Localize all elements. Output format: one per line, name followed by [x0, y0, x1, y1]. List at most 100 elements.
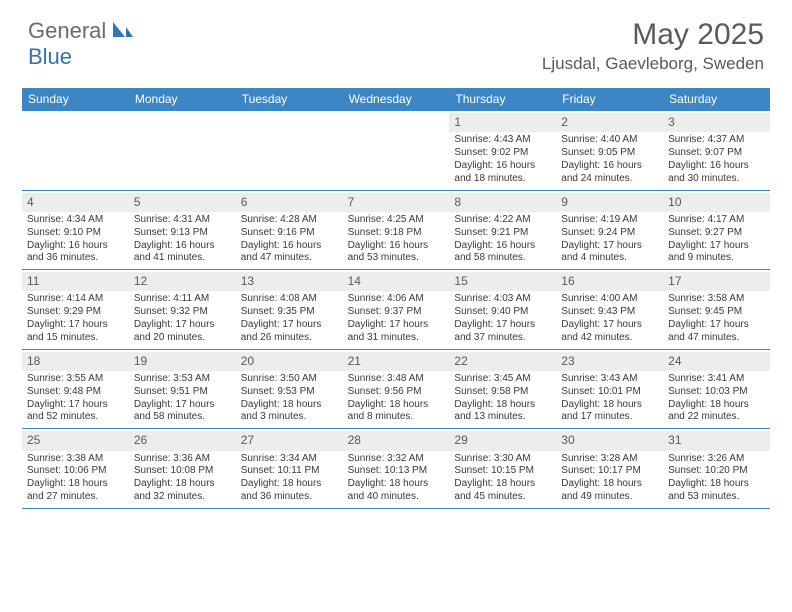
- day-cell: 17Sunrise: 3:58 AMSunset: 9:45 PMDayligh…: [663, 270, 770, 349]
- day-number: 31: [663, 431, 770, 450]
- day-cell: 29 Sunrise: 3:30 AMSunset: 10:15 PMDaylig…: [449, 429, 556, 508]
- daylight-text: Daylight: 16 hours and 41 minutes.: [134, 240, 232, 266]
- day-number: 6: [236, 193, 343, 212]
- daylight-text: Daylight: 18 hours and 3 minutes.: [241, 399, 339, 425]
- sunset-text: Sunset: 9:27 PM: [668, 227, 766, 240]
- day-cell: 25Sunrise: 3:38 AMSunset: 10:06 PMDaylig…: [22, 429, 129, 508]
- sunset-text: Sunset: 9:48 PM: [27, 386, 125, 399]
- day-number: 7: [343, 193, 450, 212]
- day-number: 29: [449, 431, 556, 450]
- sunrise-text: Sunrise: 3:50 AM: [241, 373, 339, 386]
- weeks-grid: 1Sunrise: 4:43 AMSunset: 9:02 PMDaylight…: [22, 111, 770, 509]
- day-cell: [343, 111, 450, 190]
- sunset-text: Sunset: 10:17 PM: [561, 465, 659, 478]
- day-cell: 4Sunrise: 4:34 AMSunset: 9:10 PMDaylight…: [22, 191, 129, 270]
- week-row: 4Sunrise: 4:34 AMSunset: 9:10 PMDaylight…: [22, 191, 770, 271]
- weekday-label: Tuesday: [236, 88, 343, 111]
- sunset-text: Sunset: 10:15 PM: [454, 465, 552, 478]
- sunset-text: Sunset: 9:43 PM: [561, 306, 659, 319]
- day-number: 10: [663, 193, 770, 212]
- day-number: 4: [22, 193, 129, 212]
- day-number: 23: [556, 352, 663, 371]
- daylight-text: Daylight: 18 hours and 53 minutes.: [668, 478, 766, 504]
- day-number: 2: [556, 113, 663, 132]
- day-number: 5: [129, 193, 236, 212]
- day-cell: 24Sunrise: 3:41 AMSunset: 10:03 PMDaylig…: [663, 350, 770, 429]
- weekday-label: Sunday: [22, 88, 129, 111]
- day-cell: 1Sunrise: 4:43 AMSunset: 9:02 PMDaylight…: [449, 111, 556, 190]
- day-number: 8: [449, 193, 556, 212]
- sunrise-text: Sunrise: 4:34 AM: [27, 214, 125, 227]
- sunset-text: Sunset: 9:07 PM: [668, 147, 766, 160]
- day-cell: 10Sunrise: 4:17 AMSunset: 9:27 PMDayligh…: [663, 191, 770, 270]
- sunrise-text: Sunrise: 4:19 AM: [561, 214, 659, 227]
- sunset-text: Sunset: 10:20 PM: [668, 465, 766, 478]
- sunrise-text: Sunrise: 3:48 AM: [348, 373, 446, 386]
- day-number: 26: [129, 431, 236, 450]
- day-cell: 8Sunrise: 4:22 AMSunset: 9:21 PMDaylight…: [449, 191, 556, 270]
- brand-logo: General: [28, 18, 138, 44]
- sunrise-text: Sunrise: 4:25 AM: [348, 214, 446, 227]
- sunrise-text: Sunrise: 4:22 AM: [454, 214, 552, 227]
- brand-part2: Blue: [28, 44, 72, 70]
- daylight-text: Daylight: 17 hours and 15 minutes.: [27, 319, 125, 345]
- daylight-text: Daylight: 17 hours and 20 minutes.: [134, 319, 232, 345]
- sunset-text: Sunset: 9:29 PM: [27, 306, 125, 319]
- daylight-text: Daylight: 18 hours and 32 minutes.: [134, 478, 232, 504]
- day-cell: 11Sunrise: 4:14 AMSunset: 9:29 PMDayligh…: [22, 270, 129, 349]
- daylight-text: Daylight: 17 hours and 37 minutes.: [454, 319, 552, 345]
- day-number: 15: [449, 272, 556, 291]
- day-cell: 18 Sunrise: 3:55 AMSunset: 9:48 PMDayligh…: [22, 350, 129, 429]
- month-title: May 2025: [542, 18, 764, 52]
- week-row: 18Sunrise: 3:55 AMSunset: 9:48 PMDayligh…: [22, 350, 770, 430]
- daylight-text: Daylight: 18 hours and 13 minutes.: [454, 399, 552, 425]
- day-number: 17: [663, 272, 770, 291]
- sunrise-text: Sunrise: 4:14 AM: [27, 293, 125, 306]
- sunrise-text: Sunrise: 3:30 AM: [454, 453, 552, 466]
- daylight-text: Daylight: 18 hours and 8 minutes.: [348, 399, 446, 425]
- daylight-text: Daylight: 17 hours and 26 minutes.: [241, 319, 339, 345]
- sunrise-text: Sunrise: 4:06 AM: [348, 293, 446, 306]
- daylight-text: Daylight: 18 hours and 49 minutes.: [561, 478, 659, 504]
- daylight-text: Daylight: 17 hours and 31 minutes.: [348, 319, 446, 345]
- sunrise-text: Sunrise: 3:26 AM: [668, 453, 766, 466]
- sunrise-text: Sunrise: 4:11 AM: [134, 293, 232, 306]
- day-cell: 31 Sunrise: 3:26 AMSunset: 10:20 PMDaylig…: [663, 429, 770, 508]
- sunset-text: Sunset: 9:02 PM: [454, 147, 552, 160]
- daylight-text: Daylight: 17 hours and 47 minutes.: [668, 319, 766, 345]
- day-cell: 14Sunrise: 4:06 AMSunset: 9:37 PMDayligh…: [343, 270, 450, 349]
- day-cell: 21Sunrise: 3:48 AMSunset: 9:56 PMDayligh…: [343, 350, 450, 429]
- sunrise-text: Sunrise: 3:45 AM: [454, 373, 552, 386]
- daylight-text: Daylight: 17 hours and 52 minutes.: [27, 399, 125, 425]
- daylight-text: Daylight: 16 hours and 58 minutes.: [454, 240, 552, 266]
- sunset-text: Sunset: 9:51 PM: [134, 386, 232, 399]
- daylight-text: Daylight: 16 hours and 53 minutes.: [348, 240, 446, 266]
- day-cell: [129, 111, 236, 190]
- sunset-text: Sunset: 9:45 PM: [668, 306, 766, 319]
- day-cell: [236, 111, 343, 190]
- day-cell: 13Sunrise: 4:08 AMSunset: 9:35 PMDayligh…: [236, 270, 343, 349]
- daylight-text: Daylight: 18 hours and 45 minutes.: [454, 478, 552, 504]
- header: General May 2025 Ljusdal, Gaevleborg, Sw…: [0, 0, 792, 82]
- day-cell: 28Sunrise: 3:32 AMSunset: 10:13 PMDaylig…: [343, 429, 450, 508]
- sunrise-text: Sunrise: 4:43 AM: [454, 134, 552, 147]
- day-number: 14: [343, 272, 450, 291]
- sunset-text: Sunset: 10:03 PM: [668, 386, 766, 399]
- daylight-text: Daylight: 16 hours and 36 minutes.: [27, 240, 125, 266]
- daylight-text: Daylight: 16 hours and 30 minutes.: [668, 160, 766, 186]
- brand-part1: General: [28, 18, 106, 44]
- day-number: 28: [343, 431, 450, 450]
- sunrise-text: Sunrise: 4:37 AM: [668, 134, 766, 147]
- sunrise-text: Sunrise: 3:53 AM: [134, 373, 232, 386]
- sunrise-text: Sunrise: 3:55 AM: [27, 373, 125, 386]
- weekday-label: Thursday: [449, 88, 556, 111]
- sunset-text: Sunset: 9:56 PM: [348, 386, 446, 399]
- sunrise-text: Sunrise: 3:28 AM: [561, 453, 659, 466]
- day-number: 18: [22, 352, 129, 371]
- day-cell: 16Sunrise: 4:00 AMSunset: 9:43 PMDayligh…: [556, 270, 663, 349]
- sunrise-text: Sunrise: 3:38 AM: [27, 453, 125, 466]
- sunset-text: Sunset: 9:24 PM: [561, 227, 659, 240]
- daylight-text: Daylight: 18 hours and 22 minutes.: [668, 399, 766, 425]
- sunset-text: Sunset: 9:32 PM: [134, 306, 232, 319]
- day-number: 19: [129, 352, 236, 371]
